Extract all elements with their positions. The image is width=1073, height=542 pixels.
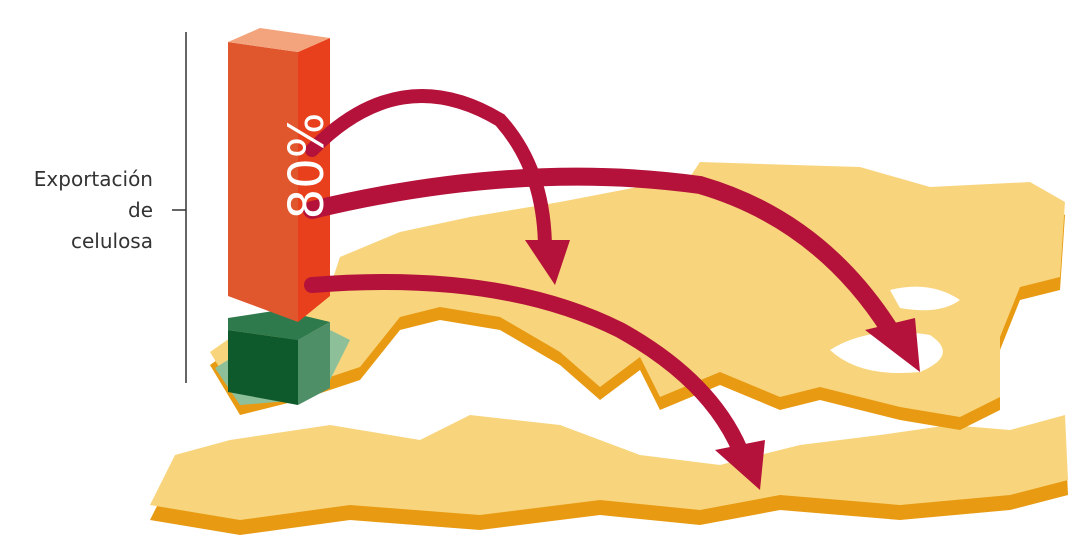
export-arrows bbox=[303, 89, 920, 490]
annotation: Exportación de celulosa bbox=[34, 164, 153, 257]
annotation-line: celulosa bbox=[70, 229, 153, 253]
map-base bbox=[150, 162, 1068, 535]
bar-label: 80% bbox=[279, 113, 335, 220]
export-bar bbox=[228, 28, 330, 405]
annotation-line: Exportación bbox=[33, 167, 153, 191]
annotation-line: de bbox=[128, 198, 153, 222]
